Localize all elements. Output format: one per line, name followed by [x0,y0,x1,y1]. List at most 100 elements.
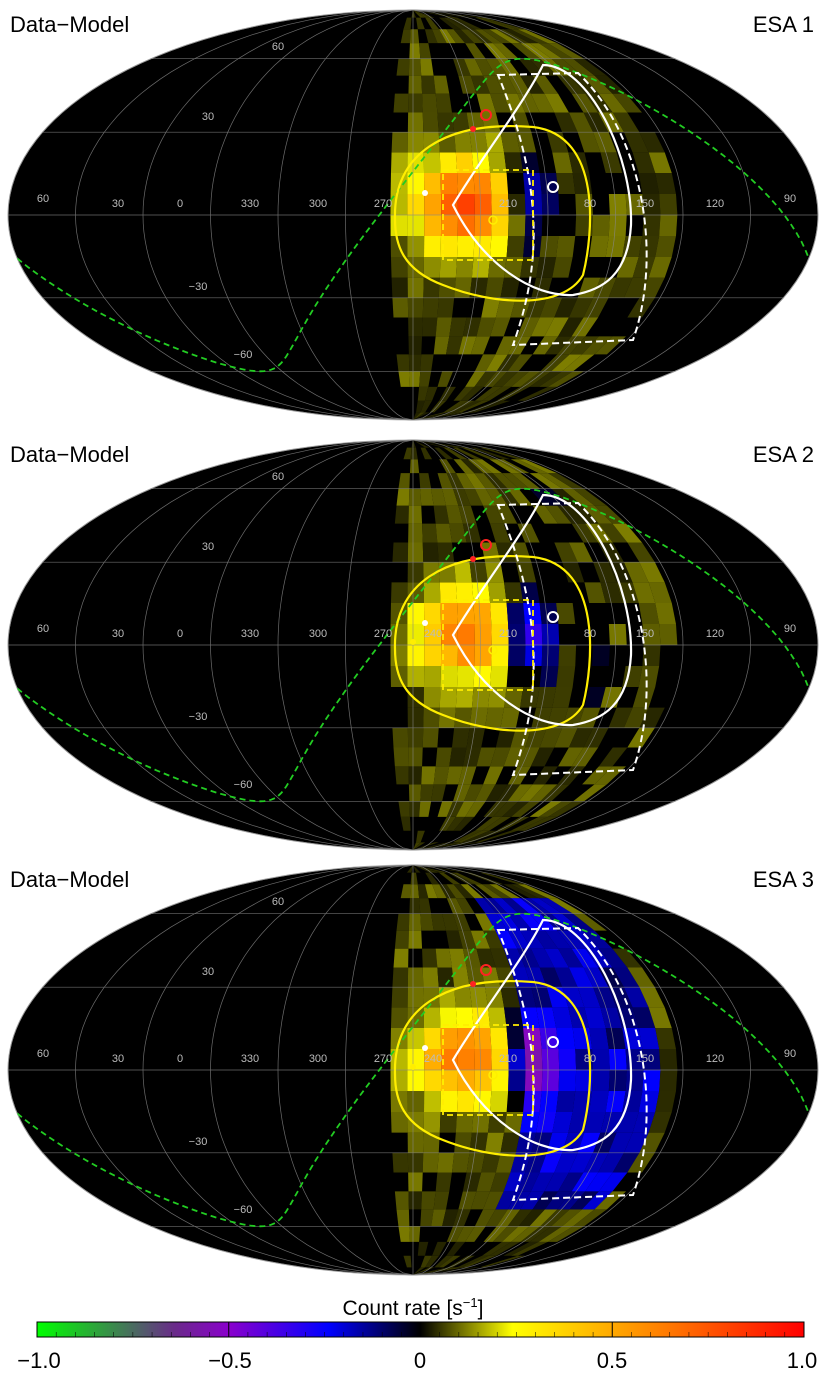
heatmap-cell [608,623,627,645]
heatmap-cell [465,371,486,387]
heatmap-cell [500,707,521,728]
longitude-label: 80 [584,198,596,210]
heatmap-cell [439,459,456,474]
heatmap-cell [437,112,455,133]
latitude-label: 30 [202,541,214,553]
heatmap-cell [465,43,486,59]
heatmap-cell [393,948,409,968]
heatmap-cell [413,10,426,18]
latitude-label: 60 [272,471,284,483]
heatmap-cell [608,1048,627,1070]
heatmap-cell [538,898,574,914]
heatmap-cell [423,582,441,604]
heatmap-cell [558,1048,577,1070]
heatmap-cell [440,173,458,194]
graticule [7,439,819,851]
heatmap-cell [496,913,521,931]
heatmap-cell [474,386,502,401]
heatmap-cell [408,505,423,524]
heatmap-cell [506,1028,525,1049]
heatmap-cell [655,603,676,624]
heatmap-cell [473,666,492,687]
heatmap-cell [648,256,672,278]
heatmap-cell [409,884,420,899]
heatmap-cell [568,297,594,318]
heatmap-cell [398,473,410,489]
heatmap-cell [557,1191,586,1210]
heatmap-cell [420,1209,434,1227]
heatmap-cell [413,10,471,18]
heatmap-cell [392,727,409,748]
heatmap-cell [598,93,628,113]
yellow-contour [393,980,592,1157]
heatmap-cell [520,1226,552,1242]
latitude-label: −60 [234,1204,253,1216]
heatmap-cell [453,488,471,506]
heatmap-cell [453,1209,471,1227]
heatmap-cell [490,1028,509,1049]
heatmap-cell [600,582,623,604]
heatmap-cell [408,1172,423,1192]
yellow-circle-marker [488,645,498,655]
longitude-label: 210 [499,628,517,640]
heatmap-cell [594,75,627,94]
heatmap-cell [600,1007,623,1029]
heatmap-cell [462,948,482,968]
heatmap-cell [540,354,570,372]
yellow-dot-marker [410,639,416,645]
heatmap-cell [457,623,475,645]
colorbar-tick-label: 0.5 [596,1348,628,1373]
heatmap-cell [648,1111,672,1133]
heatmap-cell [540,1209,570,1227]
heatmap-cell [582,505,613,524]
heatmap-cell [562,354,595,372]
heatmap-cell [496,459,530,474]
heatmap-cell [546,987,569,1008]
heatmap-cell [623,132,649,153]
heatmap-cell [642,645,661,667]
latitude-label: 60 [272,41,284,53]
heatmap-cell [438,17,461,30]
heatmap-cell [538,371,574,387]
heatmap-cell [400,884,411,899]
latitude-label: 60 [272,896,284,908]
heatmap-cell [625,1070,644,1092]
heatmap-cell [392,542,409,563]
heatmap-cell [431,488,446,506]
yellow-circle-marker [488,1070,498,1080]
heatmap-cell [504,1007,524,1029]
heatmap-cell [419,473,432,489]
heatmap-cell [531,987,553,1008]
panel-title-right: ESA 3 [752,867,814,892]
heatmap-cell [659,623,678,645]
heatmap-cell [598,948,628,968]
heatmap-cell [407,707,424,728]
white-dot-marker [422,620,428,626]
heatmap-cell [449,948,467,968]
heatmap-cell [538,43,574,59]
heatmap-cell [515,987,537,1008]
sky-map-panel-3: 60 30 0 330 300 270 240 210 80 150 120 90 60 30 −30 −60… [0,855,826,1315]
heatmap-cell [466,727,486,748]
colorbar [36,1321,805,1338]
heatmap-cell [517,1172,540,1192]
heatmap-cell [453,459,475,474]
heatmap-cell [501,898,530,914]
heatmap-cell [552,256,573,278]
heatmap-cell [435,93,452,113]
heatmap-cell [490,747,511,767]
heatmap-cell [489,1241,521,1256]
heatmap-cell [592,645,610,667]
heatmap-cell [408,317,423,337]
heatmap-cell [642,1070,661,1092]
heatmap-cell [529,913,558,931]
heatmap-cell [422,948,438,968]
latitude-label: −30 [189,281,208,293]
heatmap-cell [469,277,488,298]
heatmap-cell [496,29,530,44]
heatmap-cell [557,75,586,94]
heatmap-cell [482,816,512,831]
heatmap-cell [495,336,518,355]
heatmap-cell [485,707,505,728]
heatmap-cell [420,1255,433,1268]
